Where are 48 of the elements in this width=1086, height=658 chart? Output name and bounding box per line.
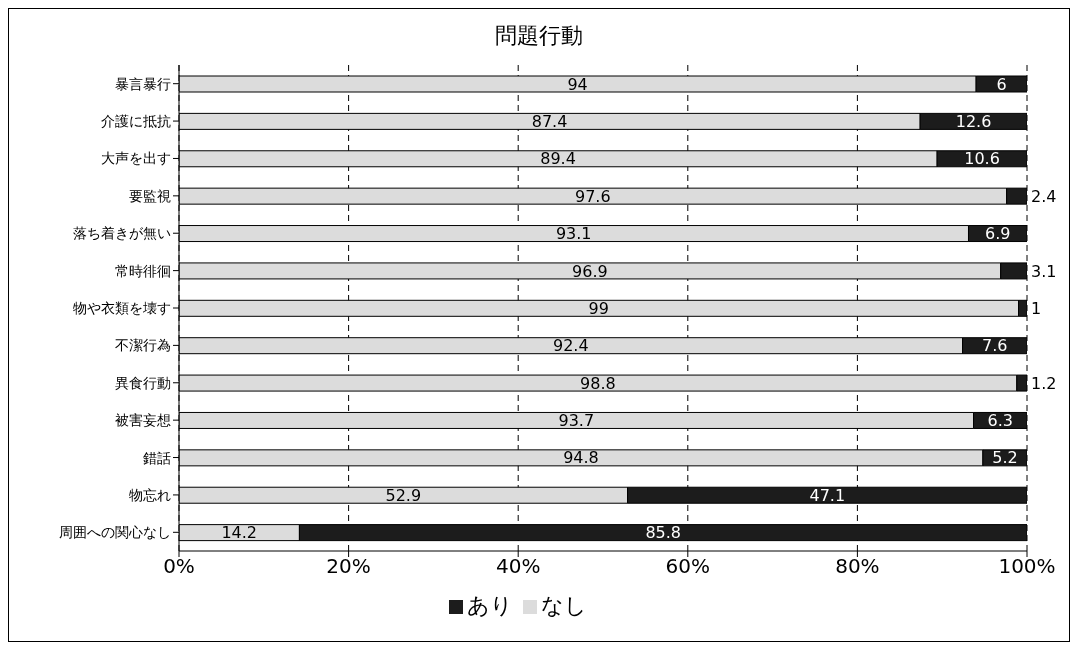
legend-label: あり xyxy=(467,593,513,618)
x-tick-label: 20% xyxy=(326,554,371,579)
y-tick-label: 異食行動 xyxy=(115,374,171,391)
data-label: 93.7 xyxy=(558,411,595,431)
x-tick-label: 0% xyxy=(163,554,195,579)
data-label: 94 xyxy=(567,74,588,94)
y-tick-label: 落ち着きが無い xyxy=(73,225,171,242)
data-label: 2.4 xyxy=(1031,186,1057,206)
y-tick-label: 不潔行為 xyxy=(115,337,171,354)
data-label: 97.6 xyxy=(575,186,611,206)
legend-label: なし xyxy=(541,593,587,618)
data-label: 1.2 xyxy=(1031,373,1057,393)
data-label: 85.8 xyxy=(645,523,682,543)
data-label: 6.3 xyxy=(987,411,1014,431)
y-tick-label: 常時徘徊 xyxy=(115,262,171,279)
data-label: 47.1 xyxy=(809,485,846,505)
data-label: 6.9 xyxy=(985,224,1011,244)
data-label: 12.6 xyxy=(955,111,992,131)
y-tick-label: 被害妄想 xyxy=(115,412,171,429)
data-label: 92.4 xyxy=(552,336,589,356)
x-tick-label: 100% xyxy=(998,554,1056,579)
y-tick-label: 大声を出す xyxy=(101,150,171,167)
data-label: 1 xyxy=(1031,298,1042,318)
data-label: 94.8 xyxy=(563,448,599,468)
data-label: 14.2 xyxy=(221,523,258,543)
data-label: 5.2 xyxy=(992,448,1018,468)
y-tick-label: 要監視 xyxy=(129,187,171,204)
data-label: 6 xyxy=(996,74,1007,94)
data-label: 52.9 xyxy=(385,485,422,505)
y-tick-label: 物忘れ xyxy=(129,486,171,503)
x-tick-label: 60% xyxy=(665,554,711,579)
x-tick-label: 80% xyxy=(835,554,880,579)
y-tick-label: 錯話 xyxy=(143,449,171,466)
data-label: 3.1 xyxy=(1031,261,1057,281)
chart-title: 問題行動 xyxy=(494,22,584,50)
y-tick-label: 介護に抵抗 xyxy=(101,113,171,130)
data-label: 7.6 xyxy=(982,336,1008,356)
y-tick-label: 周囲への関心なし xyxy=(59,524,171,541)
data-label: 98.8 xyxy=(580,373,616,393)
data-label: 10.6 xyxy=(964,149,1000,169)
data-label: 99 xyxy=(588,298,609,318)
data-label: 96.9 xyxy=(572,261,608,281)
data-label: 93.1 xyxy=(555,224,592,244)
y-tick-label: 暴言暴行 xyxy=(115,75,171,92)
data-label: 89.4 xyxy=(540,149,576,169)
y-tick-label: 物や衣類を壊す xyxy=(73,299,171,316)
x-tick-label: 40% xyxy=(495,554,541,579)
data-label: 87.4 xyxy=(531,111,568,131)
